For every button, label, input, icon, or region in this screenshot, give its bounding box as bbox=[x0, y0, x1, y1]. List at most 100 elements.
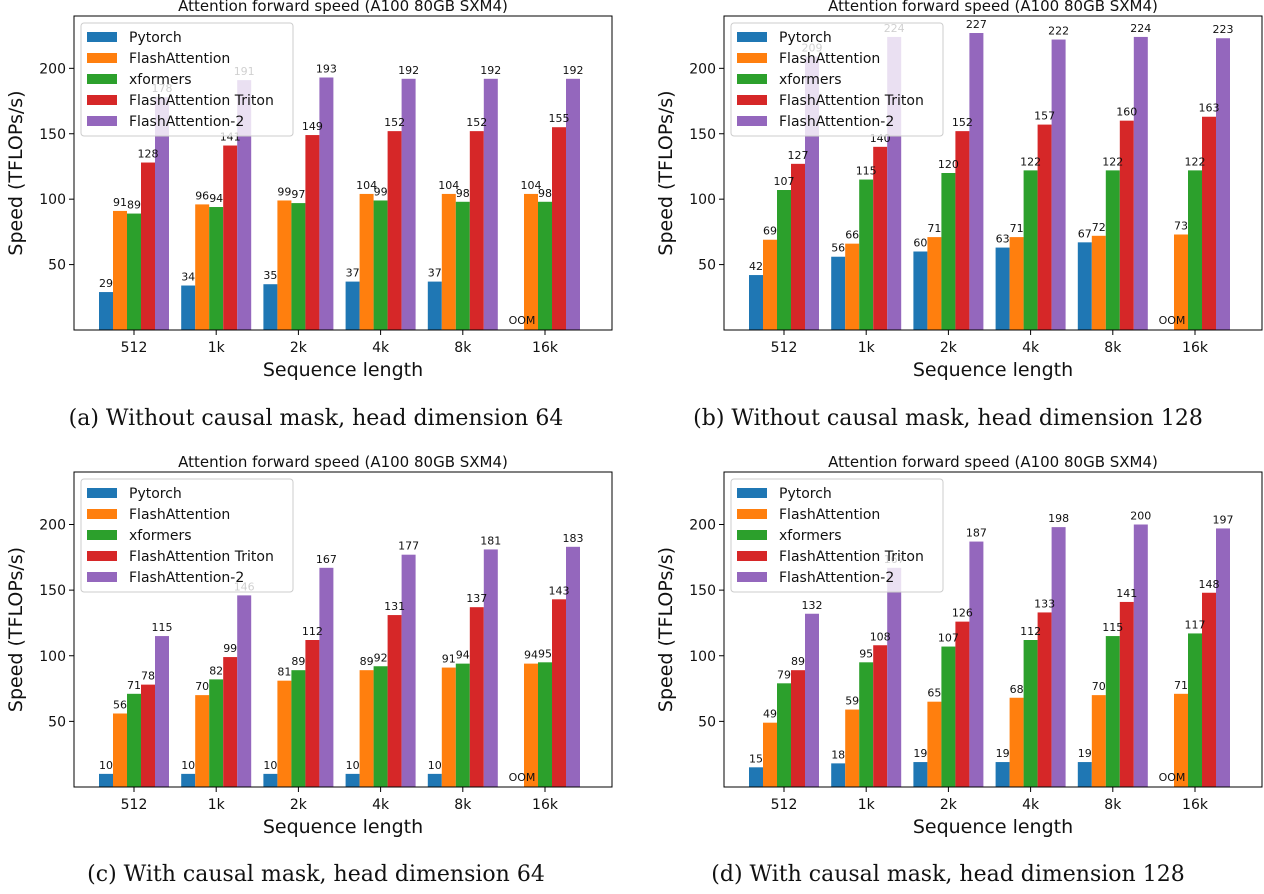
y-tick-label: 150 bbox=[689, 583, 716, 599]
bar-value-label: 167 bbox=[316, 553, 337, 566]
bar-xformers bbox=[291, 203, 306, 330]
bar-xformers bbox=[291, 670, 306, 787]
bar-value-label: 181 bbox=[480, 534, 501, 547]
bar-xformers bbox=[1023, 640, 1038, 787]
legend: Pytorch FlashAttention xformers FlashAttent… bbox=[80, 22, 294, 137]
bar-value-label: 19 bbox=[1078, 747, 1092, 760]
bar-value-label: 72 bbox=[1092, 221, 1106, 234]
bar-flashattention-2 bbox=[1216, 528, 1230, 787]
bar-pytorch bbox=[749, 275, 763, 330]
bar-value-label: 224 bbox=[1130, 22, 1151, 35]
bar-value-label: 37 bbox=[428, 267, 442, 280]
legend-swatch bbox=[737, 32, 767, 42]
bar-xformers bbox=[1188, 633, 1202, 787]
bar-value-label: 128 bbox=[138, 148, 159, 161]
bar-value-label: 92 bbox=[374, 651, 388, 664]
bar-flashattention bbox=[845, 709, 860, 787]
bar-value-label: 34 bbox=[181, 271, 195, 284]
bar-flashattention bbox=[927, 701, 942, 787]
bar-flashattention-2 bbox=[566, 546, 580, 787]
bar-value-label: 177 bbox=[398, 540, 419, 553]
bar-value-label: 192 bbox=[398, 64, 419, 77]
bar-value-label: 152 bbox=[952, 116, 973, 129]
legend-box bbox=[730, 478, 944, 593]
x-axis-label: Sequence length bbox=[263, 816, 423, 838]
bar-flashattention-triton bbox=[552, 127, 566, 330]
legend-entry-label: Pytorch bbox=[779, 486, 832, 502]
bar-flashattention bbox=[1091, 235, 1106, 330]
bar-value-label: 107 bbox=[938, 632, 959, 645]
bar-flashattention-triton bbox=[223, 145, 238, 330]
x-tick-label: 512 bbox=[771, 797, 798, 813]
bar-flashattention-2 bbox=[1051, 527, 1066, 787]
bar-flashattention-triton bbox=[1037, 124, 1052, 330]
bar-value-label: 68 bbox=[1010, 683, 1024, 696]
bar-xformers bbox=[941, 173, 956, 330]
bar-xformers bbox=[127, 213, 141, 330]
bar-value-label: 96 bbox=[195, 189, 209, 202]
bar-xformers bbox=[859, 179, 874, 330]
bar-value-label: 19 bbox=[913, 747, 927, 760]
legend-entry-label: FlashAttention bbox=[779, 507, 880, 523]
legend-box bbox=[730, 22, 944, 137]
bar-value-label: 107 bbox=[774, 175, 795, 188]
bar-xformers bbox=[1105, 170, 1120, 330]
legend-swatch bbox=[737, 95, 767, 105]
bar-xformers bbox=[373, 666, 388, 787]
x-tick-label: 2k bbox=[940, 340, 958, 356]
y-tick-label: 200 bbox=[689, 61, 716, 77]
legend-swatch bbox=[87, 95, 117, 105]
oom-annotation: OOM bbox=[509, 314, 536, 327]
y-axis-label: Speed (TFLOPs/s) bbox=[5, 547, 27, 712]
bar-flashattention-2 bbox=[401, 554, 416, 787]
bar-flashattention bbox=[1009, 237, 1024, 330]
bar-flashattention-triton bbox=[387, 131, 402, 330]
bar-value-label: 131 bbox=[384, 600, 405, 613]
bar-chart-c: Attention forward speed (A100 80GB SXM4)… bbox=[5, 453, 613, 838]
bar-value-label: 15 bbox=[749, 752, 763, 765]
bar-value-label: 89 bbox=[127, 199, 141, 212]
bar-flashattention-2 bbox=[401, 78, 416, 330]
legend-swatch bbox=[737, 572, 767, 582]
x-tick-label: 512 bbox=[121, 340, 148, 356]
bar-xformers bbox=[455, 663, 470, 787]
legend: Pytorch FlashAttention xformers FlashAttent… bbox=[80, 478, 294, 593]
bar-chart-d: Attention forward speed (A100 80GB SXM4)… bbox=[655, 453, 1263, 838]
x-tick-label: 1k bbox=[858, 797, 876, 813]
bar-value-label: 223 bbox=[1213, 23, 1234, 36]
bar-flashattention bbox=[927, 237, 942, 330]
axes-frame bbox=[723, 471, 1263, 788]
bar-value-label: 89 bbox=[360, 655, 374, 668]
bar-flashattention bbox=[524, 193, 538, 330]
bar-xformers bbox=[373, 200, 388, 330]
legend-box bbox=[80, 22, 294, 137]
bar-value-label: 115 bbox=[1102, 621, 1123, 634]
legend-entry-label: Pytorch bbox=[779, 30, 832, 46]
bar-value-label: 143 bbox=[549, 584, 570, 597]
y-axis-label: Speed (TFLOPs/s) bbox=[655, 90, 677, 255]
x-tick-label: 4k bbox=[372, 797, 390, 813]
legend-swatch bbox=[87, 53, 117, 63]
bar-value-label: 95 bbox=[859, 647, 873, 660]
bar-value-label: 70 bbox=[195, 680, 209, 693]
legend: Pytorch FlashAttention xformers FlashAttent… bbox=[730, 478, 944, 593]
bar-value-label: 122 bbox=[1185, 155, 1206, 168]
bar-value-label: 37 bbox=[346, 267, 360, 280]
bar-value-label: 126 bbox=[952, 607, 973, 620]
bar-flashattention-triton bbox=[141, 684, 155, 787]
bar-pytorch bbox=[181, 285, 196, 330]
legend: Pytorch FlashAttention xformers FlashAttent… bbox=[730, 22, 944, 137]
bar-flashattention-2 bbox=[483, 549, 498, 787]
bar-value-label: 78 bbox=[141, 670, 155, 683]
bar-xformers bbox=[455, 201, 470, 330]
bar-value-label: 66 bbox=[845, 229, 859, 242]
bar-value-label: 35 bbox=[263, 269, 277, 282]
bar-xformers bbox=[859, 662, 874, 787]
legend-swatch bbox=[737, 74, 767, 84]
bar-pytorch bbox=[99, 292, 113, 330]
bar-value-label: 95 bbox=[538, 647, 552, 660]
bar-flashattention-2 bbox=[319, 77, 334, 330]
bar-value-label: 65 bbox=[927, 687, 941, 700]
bar-flashattention bbox=[763, 239, 777, 330]
bar-value-label: 81 bbox=[277, 666, 291, 679]
